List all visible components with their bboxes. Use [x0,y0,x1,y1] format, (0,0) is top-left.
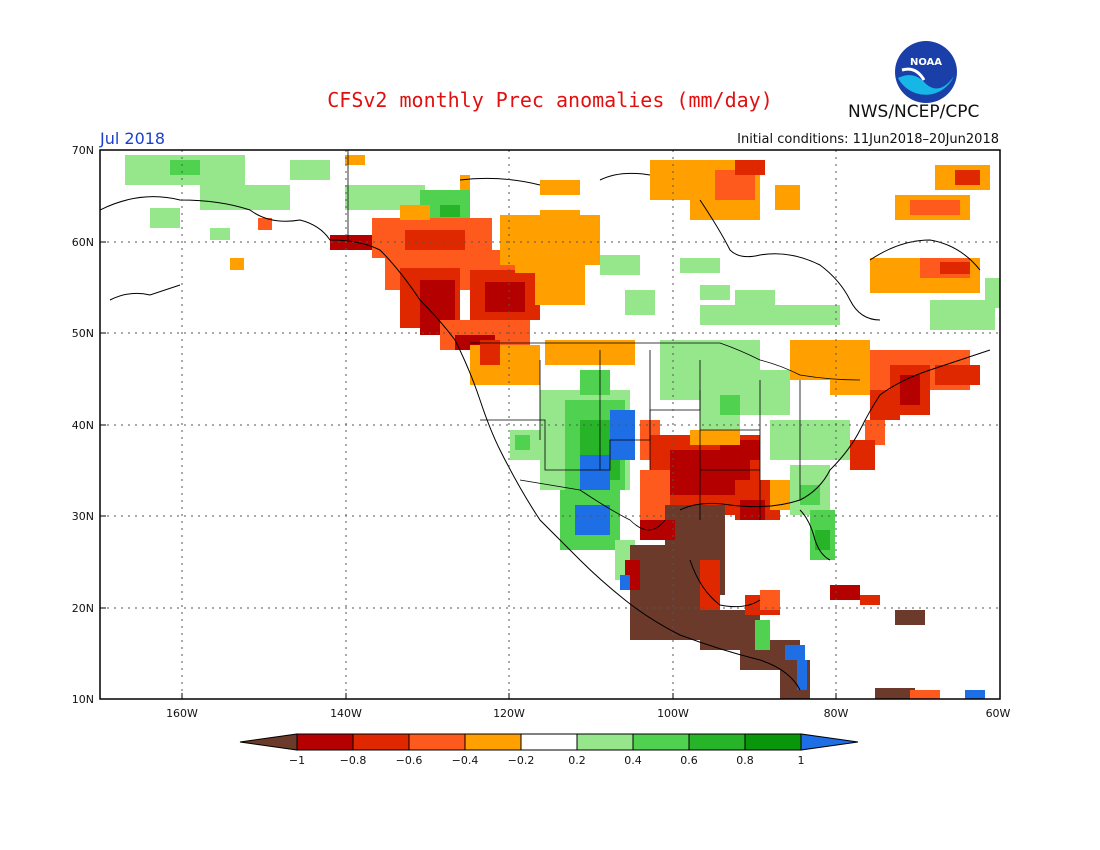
colorbar-bin [408,733,466,751]
colorbar-label: 0.2 [568,754,586,767]
colorbar-label: −1 [289,754,305,767]
lat-label: 60N [72,236,94,249]
us-east-wet-region [660,340,850,560]
agency-label: NWS/NCEP/CPC [848,102,980,122]
anomaly-layer [100,150,1000,699]
caribbean-region [830,585,985,699]
alaska-wet-region [125,155,470,270]
colorbar-bin [744,733,802,751]
colorbar-label: 1 [798,754,805,767]
colorbar-bin [688,733,746,751]
colorbar-label: 0.8 [736,754,754,767]
borders [347,150,861,531]
graticule [100,150,1000,699]
colorbar-legend: −1 −0.8 −0.6 −0.4 −0.2 0.2 0.4 0.6 0.8 1 [239,733,859,767]
colorbar-bin [520,733,578,751]
lon-label: 100W [657,707,689,720]
lon-label: 160W [166,707,198,720]
colorbar-label: −0.6 [396,754,423,767]
colorbar-label: −0.8 [340,754,367,767]
colorbar-arrow-left [239,733,298,751]
colorbar-bin [464,733,522,751]
mexico-very-dry-region [620,505,810,699]
lat-label: 20N [72,602,94,615]
south-central-dry-region [640,420,790,520]
forecast-month: Jul 2018 [100,129,166,148]
lat-label: 40N [72,419,94,432]
pacific-northwest-dry-region [330,175,635,385]
colorbar-arrow-right [800,733,859,751]
lat-label: 30N [72,510,94,523]
canada-wet-region [600,255,1000,330]
lon-label: 120W [493,707,525,720]
lat-label: 10N [72,693,94,706]
southwest-wet-region [510,370,635,580]
lon-label: 80W [824,707,849,720]
colorbar-label: −0.4 [452,754,479,767]
colorbar-label: 0.4 [624,754,642,767]
noaa-logo: NOAA [894,40,958,104]
lat-label: 70N [72,144,94,157]
colorbar-bin [352,733,410,751]
canada-north-dry-region [540,160,990,293]
colorbar-bin [632,733,690,751]
map-title: CFSv2 monthly Prec anomalies (mm/day) [327,88,773,112]
colorbar-bin [296,733,354,751]
lat-label: 50N [72,327,94,340]
noaa-logo-text: NOAA [910,57,942,68]
northeast-dry-region [790,340,980,470]
initial-conditions: Initial conditions: 11Jun2018–20Jun2018 [737,132,999,147]
colorbar-label: 0.6 [680,754,698,767]
lon-axis: 160W 140W 120W 100W 80W 60W [166,693,1011,720]
colorbar-bin [576,733,634,751]
lon-label: 60W [986,707,1011,720]
colorbar-label: −0.2 [508,754,535,767]
lon-label: 140W [330,707,362,720]
lat-axis: 70N 60N 50N 40N 30N 20N 10N [72,144,106,706]
coastlines [100,172,991,691]
